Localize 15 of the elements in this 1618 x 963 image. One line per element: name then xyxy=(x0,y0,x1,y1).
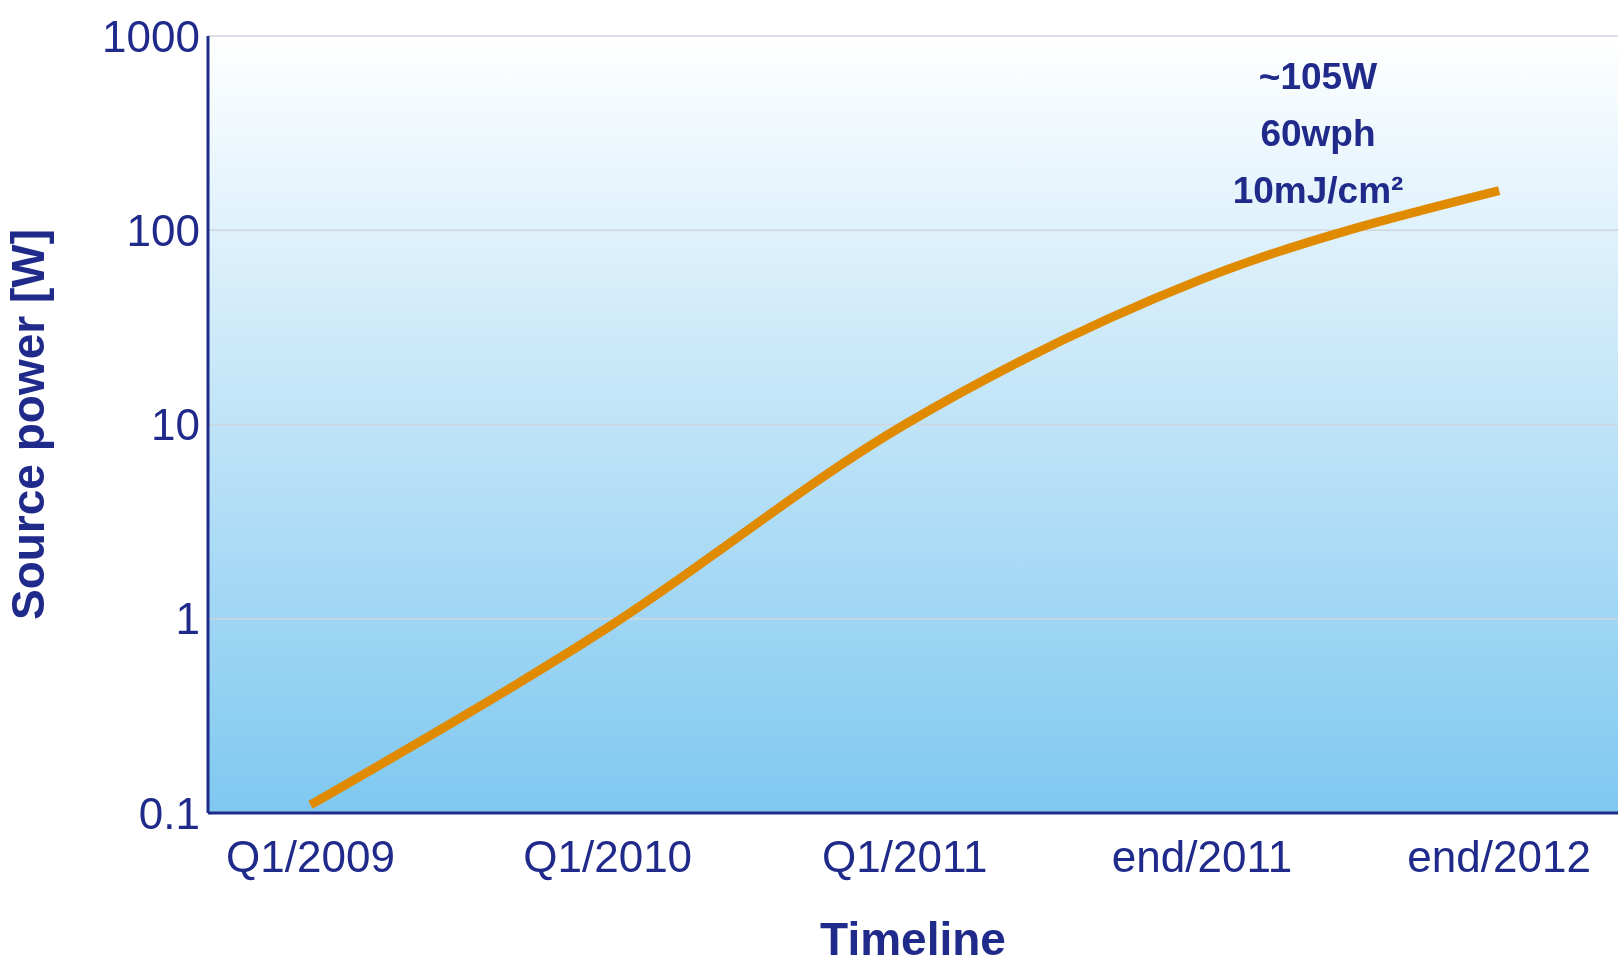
x-tick-label: Q1/2011 xyxy=(822,832,988,882)
annotation: ~105W xyxy=(1257,55,1379,99)
x-tick-label: end/2011 xyxy=(1111,832,1293,882)
annotation: 60wph xyxy=(1259,112,1377,156)
x-axis-title: Timeline xyxy=(820,913,1006,963)
annotation: 10mJ/cm² xyxy=(1231,169,1405,213)
y-tick-label: 0.1 xyxy=(138,788,200,838)
y-tick-label: 1 xyxy=(175,594,200,644)
y-tick-label: 1000 xyxy=(102,11,200,61)
y-axis-title: Source power [W] xyxy=(2,228,55,621)
x-tick-label: Q1/2009 xyxy=(226,832,395,882)
y-tick-label: 10 xyxy=(151,400,200,450)
x-tick-label: Q1/2010 xyxy=(523,832,693,882)
x-tick-label: end/2012 xyxy=(1407,832,1591,882)
y-tick-label: 100 xyxy=(126,205,200,255)
